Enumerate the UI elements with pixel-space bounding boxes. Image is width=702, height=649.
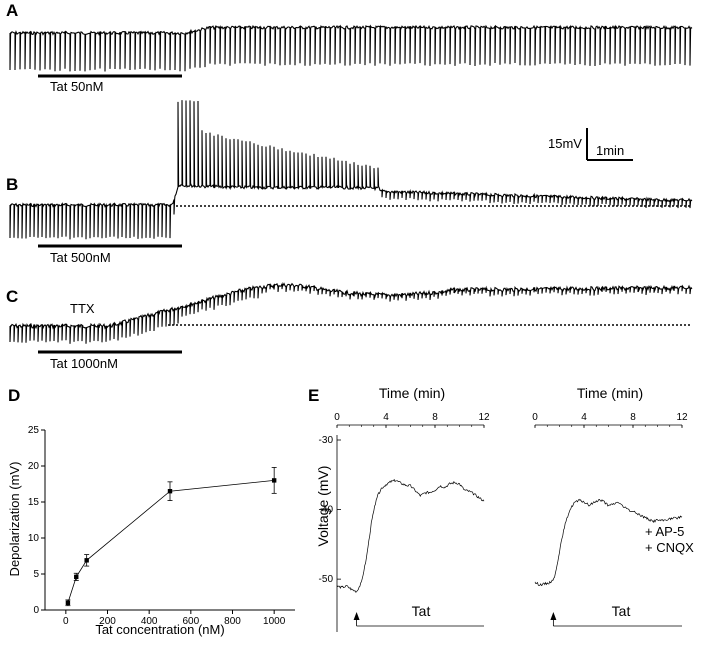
panel-e-left-xlabel: Time (min) <box>379 385 445 401</box>
panel-d-x-tick-label: 600 <box>182 616 199 627</box>
panel-d-x-tick-label: 200 <box>99 616 116 627</box>
panel-c-tat-label: Tat 1000nM <box>50 356 118 371</box>
panel-c-ttx-label: TTX <box>70 301 95 316</box>
panel-e-voltage-trace <box>336 478 485 593</box>
panel-e-left-chart: 0 4 8 12 -30 -40 -50 <box>319 412 490 632</box>
panel-e-ap5-label: + AP-5 <box>645 524 684 539</box>
panel-e-time-tick-label: 4 <box>581 412 587 423</box>
panel-e-letter: E <box>308 386 319 405</box>
panel-d-y-tick-label: 15 <box>28 497 40 508</box>
panel-e-time-tick-label: 12 <box>676 412 688 423</box>
panel-d-x-tick-label: 400 <box>141 616 158 627</box>
panel-e-time-tick-label: 4 <box>383 412 389 423</box>
panel-d-data-point <box>65 600 71 605</box>
panel-d-letter: D <box>8 386 20 405</box>
panel-c-trace <box>9 281 693 344</box>
panel-e-ylabel: Voltage (mV) <box>315 466 331 547</box>
panel-d-x-tick-label: 0 <box>63 616 69 627</box>
panel-d-series-line <box>67 480 275 603</box>
panel-e-right-tat-label: Tat <box>612 603 631 619</box>
scale-bar-voltage-label: 15mV <box>548 136 582 151</box>
panel-e-voltage-tick-label: -50 <box>319 574 334 585</box>
panel-d-y-tick-label: 5 <box>33 569 39 580</box>
panel-e-tat-arrow <box>550 612 557 620</box>
panel-c-letter: C <box>6 287 18 306</box>
panel-e-cnqx-label: + CNQX <box>645 540 694 555</box>
panel-d-y-tick-label: 10 <box>28 533 40 544</box>
panel-e-time-tick-label: 12 <box>478 412 490 423</box>
trace-path <box>9 24 693 72</box>
panel-d-xlabel: Tat concentration (nM) <box>95 622 224 637</box>
panel-b-trace <box>9 100 693 240</box>
panel-e-tat-arrow <box>353 612 360 620</box>
trace-path <box>9 100 693 240</box>
panel-e-voltage-tick-label: -40 <box>319 505 334 516</box>
panel-e-right-xlabel: Time (min) <box>577 385 643 401</box>
panel-e-time-tick-label: 8 <box>630 412 636 423</box>
panel-d-data-point <box>167 489 173 494</box>
panel-e-voltage-tick-label: -30 <box>319 435 334 446</box>
panel-d-y-tick-label: 20 <box>28 461 40 472</box>
panel-e-left-tat-label: Tat <box>412 603 431 619</box>
trace-path <box>9 281 693 344</box>
scale-bar-time-label: 1min <box>596 143 624 158</box>
panel-d-data-point <box>74 574 79 580</box>
panel-b-tat-label: Tat 500nM <box>50 250 111 265</box>
panel-e-time-tick-label: 8 <box>432 412 438 423</box>
panel-d-chart: 0 200 400 600 800 1000 0 5 10 15 20 25 <box>28 425 295 627</box>
panel-a-letter: A <box>6 1 18 20</box>
panel-d-y-tick-label: 25 <box>28 425 40 436</box>
panel-d-x-tick-label: 1000 <box>263 616 286 627</box>
panel-d-data-point <box>84 558 89 563</box>
panel-d-data-point <box>271 478 277 483</box>
panel-d-y-tick-label: 0 <box>33 605 39 616</box>
panel-e-time-tick-label: 0 <box>334 412 340 423</box>
panel-d-ylabel: Depolarization (mV) <box>7 462 22 577</box>
panel-a-tat-label: Tat 50nM <box>50 79 103 94</box>
panel-a-trace <box>9 24 693 72</box>
panel-d-x-tick-label: 800 <box>224 616 241 627</box>
panel-e-voltage-trace <box>534 498 683 587</box>
scale-bar: 15mV 1min <box>548 128 633 161</box>
panel-b-letter: B <box>6 175 18 194</box>
panel-e-right-chart: 0 4 8 12 <box>532 412 688 627</box>
panel-e-time-tick-label: 0 <box>532 412 538 423</box>
